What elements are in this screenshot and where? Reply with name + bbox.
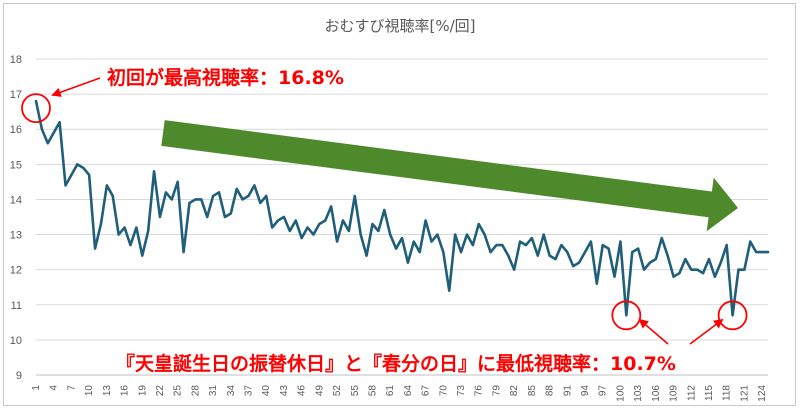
- x-tick-label: 79: [491, 385, 502, 397]
- y-tick-label: 12: [10, 265, 22, 277]
- x-tick-label: 124: [757, 385, 768, 402]
- x-tick-label: 40: [261, 385, 272, 397]
- series-line: [34, 99, 770, 317]
- x-tick-label: 1: [31, 385, 42, 391]
- highlight-circles: [21, 77, 748, 345]
- x-tick-label: 16: [120, 385, 131, 397]
- x-tick-label: 97: [598, 385, 609, 397]
- x-tick-label: 73: [456, 385, 467, 397]
- x-tick-label: 10: [84, 385, 95, 397]
- x-tick-label: 88: [545, 385, 556, 397]
- annotations: 初回が最高視聴率：16.8% 『天皇誕生日の振替休日』と『春分の日』に最低視聴率…: [107, 66, 676, 375]
- x-tick-label: 52: [332, 385, 343, 397]
- trend-arrow: [161, 120, 739, 232]
- highlight-circle: [717, 300, 748, 331]
- annotation-arrow: [51, 77, 101, 97]
- x-tick-label: 37: [244, 385, 255, 397]
- x-tick-label: 49: [314, 385, 325, 397]
- y-tick-label: 18: [10, 54, 22, 66]
- highlight-circle: [611, 300, 642, 331]
- x-tick-label: 25: [173, 385, 184, 397]
- x-tick-label: 82: [509, 385, 520, 397]
- x-tick-label: 43: [279, 385, 290, 397]
- x-tick-label: 70: [438, 385, 449, 397]
- chart-title: おむすび視聴率[%/回]: [324, 17, 475, 35]
- y-tick-label: 16: [10, 124, 22, 136]
- annotation-highest: 初回が最高視聴率：16.8%: [107, 66, 344, 89]
- x-tick-label: 13: [102, 385, 113, 397]
- x-tick-label: 7: [66, 385, 77, 391]
- gridlines: [36, 58, 768, 376]
- annotation-arrow: [638, 318, 669, 345]
- x-tick-label: 100: [615, 385, 626, 402]
- y-tick-label: 14: [10, 194, 22, 206]
- annotation-lowest: 『天皇誕生日の振替休日』と『春分の日』に最低視聴率：10.7%: [116, 352, 676, 375]
- x-tick-label: 67: [421, 385, 432, 397]
- x-tick-label: 4: [49, 385, 60, 391]
- x-tick-label: 28: [190, 385, 201, 397]
- x-tick-label: 31: [208, 385, 219, 397]
- annotation-arrow: [689, 318, 724, 345]
- x-tick-label: 103: [633, 385, 644, 402]
- x-tick-label: 61: [385, 385, 396, 397]
- x-tick-label: 94: [580, 385, 591, 397]
- x-tick-label: 109: [669, 385, 680, 402]
- x-tick-label: 76: [474, 385, 485, 397]
- x-tick-label: 34: [226, 385, 237, 397]
- y-axis-ticks: 9 10 11 12 13 14 15 16 17 18: [10, 54, 22, 382]
- x-tick-label: 118: [722, 385, 733, 401]
- trend-arrow-shape: [161, 120, 739, 232]
- y-tick-label: 9: [16, 370, 22, 382]
- y-tick-label: 13: [10, 230, 22, 242]
- x-axis-ticks: 1 4 7 10 13 16 19 22 25 28 31 34 37 40 43 46 49 52 55 58 61 6…: [31, 385, 768, 402]
- y-tick-label: 10: [10, 335, 22, 347]
- series-line-layer: [34, 99, 770, 317]
- highlight-circle: [21, 93, 51, 124]
- y-tick-label: 15: [10, 159, 22, 171]
- x-tick-label: 112: [686, 385, 697, 401]
- x-tick-label: 85: [527, 385, 538, 397]
- x-tick-label: 115: [704, 385, 715, 401]
- x-tick-label: 19: [137, 385, 148, 397]
- x-tick-label: 121: [739, 385, 750, 402]
- y-tick-label: 11: [11, 300, 22, 312]
- y-tick-label: 17: [10, 89, 22, 101]
- x-tick-label: 46: [297, 385, 308, 397]
- x-tick-label: 106: [651, 385, 662, 402]
- x-tick-label: 55: [350, 385, 361, 397]
- x-tick-label: 91: [562, 385, 573, 397]
- x-tick-label: 58: [367, 385, 378, 397]
- x-tick-label: 64: [403, 385, 414, 397]
- x-tick-label: 22: [155, 385, 166, 397]
